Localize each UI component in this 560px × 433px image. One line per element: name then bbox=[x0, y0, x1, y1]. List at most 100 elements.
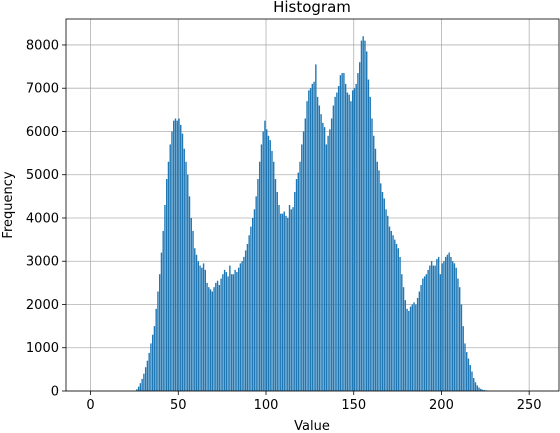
histogram-bar bbox=[173, 120, 175, 392]
histogram-bar bbox=[392, 235, 394, 391]
y-axis-label: Frequency bbox=[1, 171, 16, 238]
histogram-bar bbox=[208, 287, 210, 391]
histogram-bar bbox=[166, 179, 168, 391]
histogram-bar bbox=[444, 256, 447, 391]
histogram-bar bbox=[346, 92, 349, 391]
histogram-bar bbox=[197, 261, 199, 391]
histogram-bar bbox=[390, 230, 392, 391]
histogram-bar bbox=[267, 135, 270, 391]
histogram-bar bbox=[311, 83, 314, 391]
x-tick-label: 150 bbox=[341, 398, 366, 413]
bars bbox=[136, 36, 491, 392]
histogram-bar bbox=[151, 334, 154, 391]
histogram-bar bbox=[183, 148, 185, 391]
histogram-bar bbox=[302, 131, 305, 391]
histogram-bar bbox=[318, 105, 321, 391]
histogram-bar bbox=[353, 88, 356, 392]
histogram-bar bbox=[378, 170, 380, 391]
histogram-bar bbox=[157, 291, 159, 391]
histogram-bar bbox=[369, 96, 371, 391]
histogram-bar bbox=[480, 388, 482, 391]
y-tick-label: 6000 bbox=[26, 125, 59, 140]
histogram-bar bbox=[187, 174, 189, 391]
histogram-bar bbox=[464, 343, 466, 391]
histogram-bar bbox=[216, 280, 219, 391]
histogram-bar bbox=[308, 90, 310, 391]
histogram-bar bbox=[443, 261, 445, 391]
histogram-bar bbox=[185, 161, 187, 391]
histogram-bar bbox=[232, 274, 235, 391]
histogram-bar bbox=[169, 144, 171, 391]
histogram-bar bbox=[420, 285, 422, 391]
histogram-bar bbox=[244, 250, 247, 391]
x-tick-label: 100 bbox=[254, 398, 279, 413]
histogram-bar bbox=[402, 287, 405, 391]
histogram-bar bbox=[155, 308, 157, 391]
y-tick-label: 4000 bbox=[26, 211, 59, 226]
histogram-bar bbox=[401, 274, 403, 391]
histogram-bar bbox=[455, 267, 457, 391]
histogram-bar bbox=[322, 122, 324, 391]
histogram-bar bbox=[462, 326, 464, 391]
histogram-bar bbox=[388, 226, 391, 391]
histogram-bar bbox=[425, 274, 428, 391]
histogram-bar bbox=[473, 378, 475, 391]
histogram-bar bbox=[206, 282, 208, 391]
histogram-bar bbox=[376, 161, 378, 391]
histogram-bar bbox=[287, 217, 289, 391]
histogram-bar bbox=[404, 300, 407, 391]
histogram-bar bbox=[344, 83, 347, 391]
x-tick-label: 250 bbox=[517, 398, 542, 413]
histogram-bar bbox=[323, 127, 326, 392]
histogram-bar bbox=[339, 75, 342, 392]
histogram-bar bbox=[474, 382, 477, 391]
y-tick-label: 7000 bbox=[26, 82, 59, 97]
histogram-bar bbox=[367, 79, 370, 391]
histogram-bar bbox=[471, 371, 473, 391]
histogram-bar bbox=[262, 131, 264, 391]
histogram-bar bbox=[348, 94, 350, 391]
histogram-bar bbox=[144, 367, 147, 391]
y-tick-label: 3000 bbox=[26, 255, 59, 270]
histogram-bar bbox=[251, 217, 254, 391]
histogram-bar bbox=[366, 51, 368, 391]
histogram-bar bbox=[241, 261, 243, 391]
histogram-bar bbox=[223, 269, 226, 391]
y-tick-label: 1000 bbox=[26, 341, 59, 356]
histogram-bar bbox=[294, 192, 296, 391]
histogram-bar bbox=[385, 209, 387, 391]
histogram-bar bbox=[380, 183, 382, 391]
histogram-bar bbox=[190, 217, 192, 391]
histogram-bar bbox=[336, 92, 338, 391]
histogram-bar bbox=[341, 73, 343, 392]
histogram-bar bbox=[364, 40, 366, 392]
histogram-bar bbox=[327, 135, 329, 391]
histogram-bar bbox=[374, 148, 377, 391]
histogram-bar bbox=[313, 81, 315, 391]
histogram-bar bbox=[387, 215, 389, 391]
y-tick-label: 0 bbox=[51, 385, 59, 400]
histogram-bar bbox=[360, 40, 363, 392]
histogram-bar bbox=[283, 211, 285, 391]
histogram-bar bbox=[395, 243, 398, 391]
histogram-bar bbox=[295, 179, 298, 391]
y-tick-label: 2000 bbox=[26, 298, 59, 313]
histogram-bar bbox=[143, 373, 145, 391]
histogram-bar bbox=[383, 198, 385, 391]
histogram-bar bbox=[434, 265, 436, 391]
histogram-bar bbox=[148, 352, 150, 391]
histogram-bar bbox=[441, 263, 443, 391]
histogram-bar bbox=[301, 144, 303, 391]
histogram-bar bbox=[469, 365, 471, 391]
histogram-bar bbox=[174, 118, 177, 391]
histogram-bar bbox=[418, 291, 421, 391]
histogram-bar bbox=[137, 386, 140, 391]
histogram-bar bbox=[411, 304, 414, 391]
histogram-bar bbox=[406, 308, 408, 391]
histogram-bar bbox=[180, 124, 182, 391]
histogram-bar bbox=[320, 114, 322, 392]
histogram-bar bbox=[290, 209, 292, 391]
histogram-bar bbox=[273, 161, 275, 391]
histogram-bar bbox=[164, 205, 166, 391]
histogram-bar bbox=[188, 196, 191, 391]
